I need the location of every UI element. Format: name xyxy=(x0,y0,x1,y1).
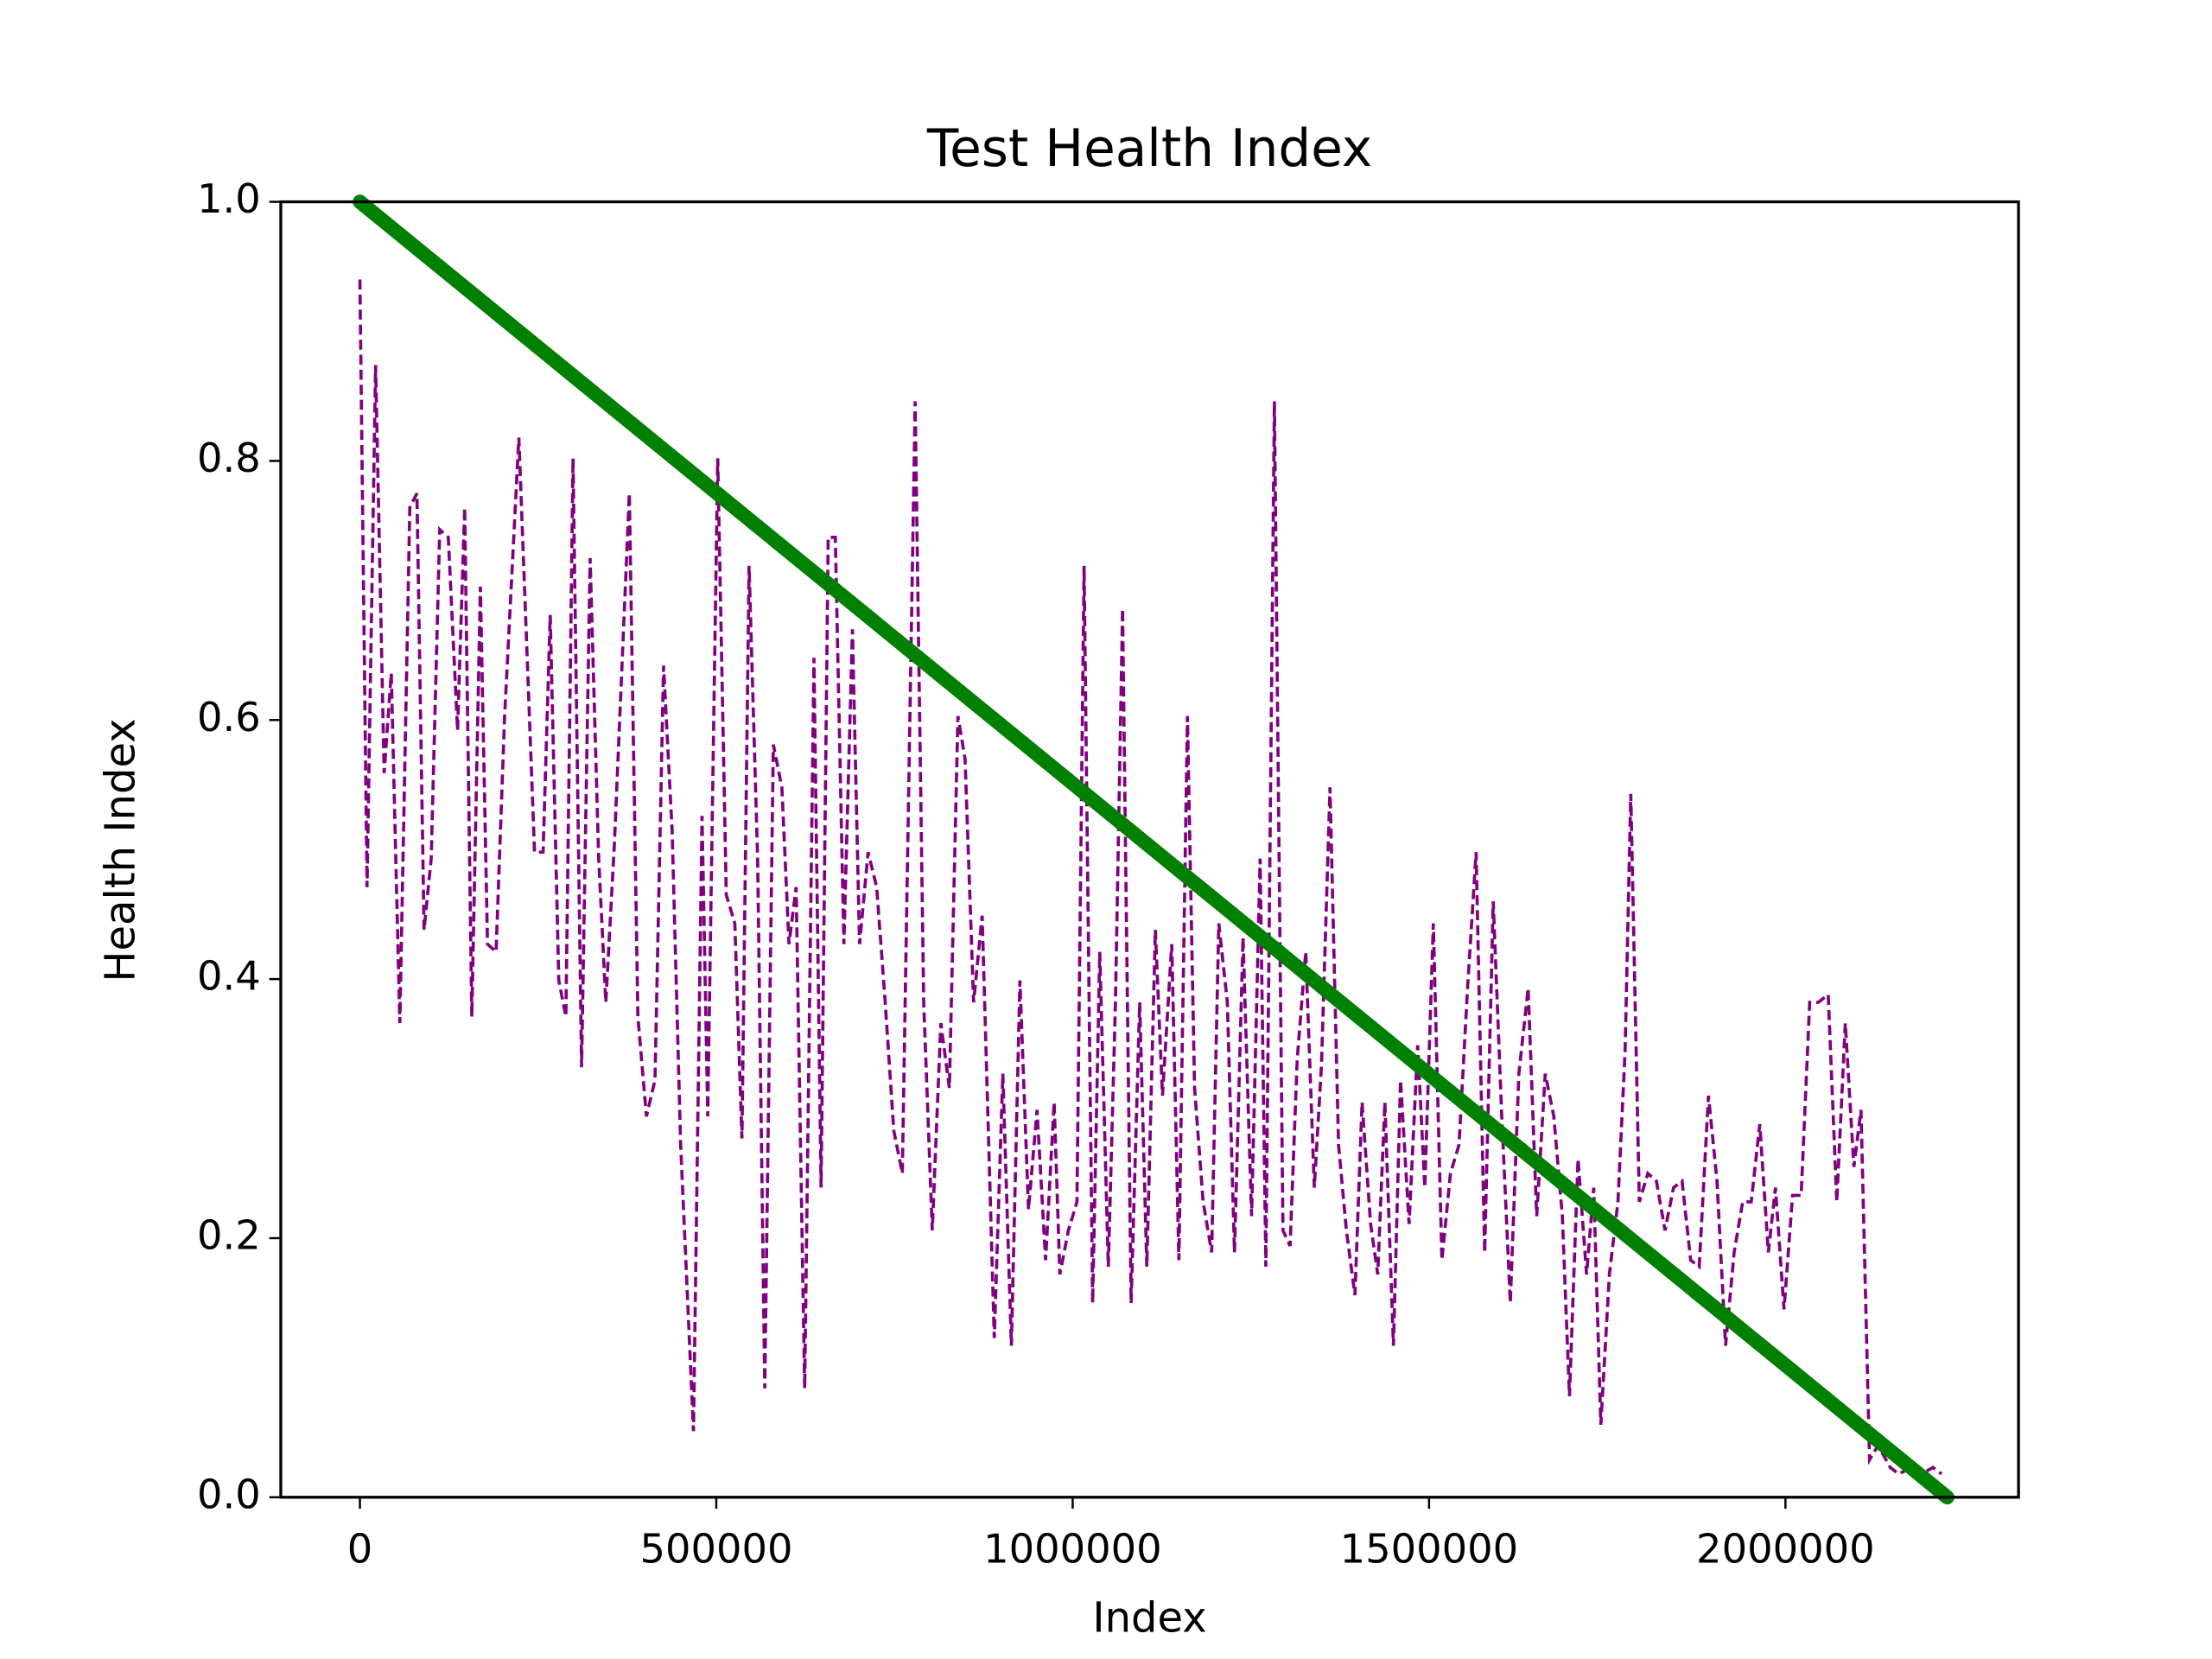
x-tick-label: 1000000 xyxy=(983,1525,1162,1572)
y-tick-label: 0.6 xyxy=(197,694,261,741)
x-tick-label: 500000 xyxy=(639,1525,792,1572)
x-tick-label: 2000000 xyxy=(1696,1525,1875,1572)
x-tick-label: 0 xyxy=(347,1525,373,1572)
axes-frame xyxy=(279,200,2020,1499)
y-tick-label: 0.0 xyxy=(197,1471,261,1517)
x-axis-label: Index xyxy=(1092,1593,1206,1642)
chart-title: Test Health Index xyxy=(926,119,1372,179)
series-line xyxy=(358,279,1943,1476)
y-axis-label: Health Index xyxy=(97,718,145,982)
x-tick-label: 1500000 xyxy=(1340,1525,1519,1572)
y-tick-label: 1.0 xyxy=(197,175,261,222)
y-tick-label: 0.4 xyxy=(197,953,261,1000)
plot-area xyxy=(353,194,1955,1505)
series-line xyxy=(353,194,1955,1505)
y-tick-label: 0.2 xyxy=(197,1211,261,1258)
y-tick-label: 0.8 xyxy=(197,435,261,481)
